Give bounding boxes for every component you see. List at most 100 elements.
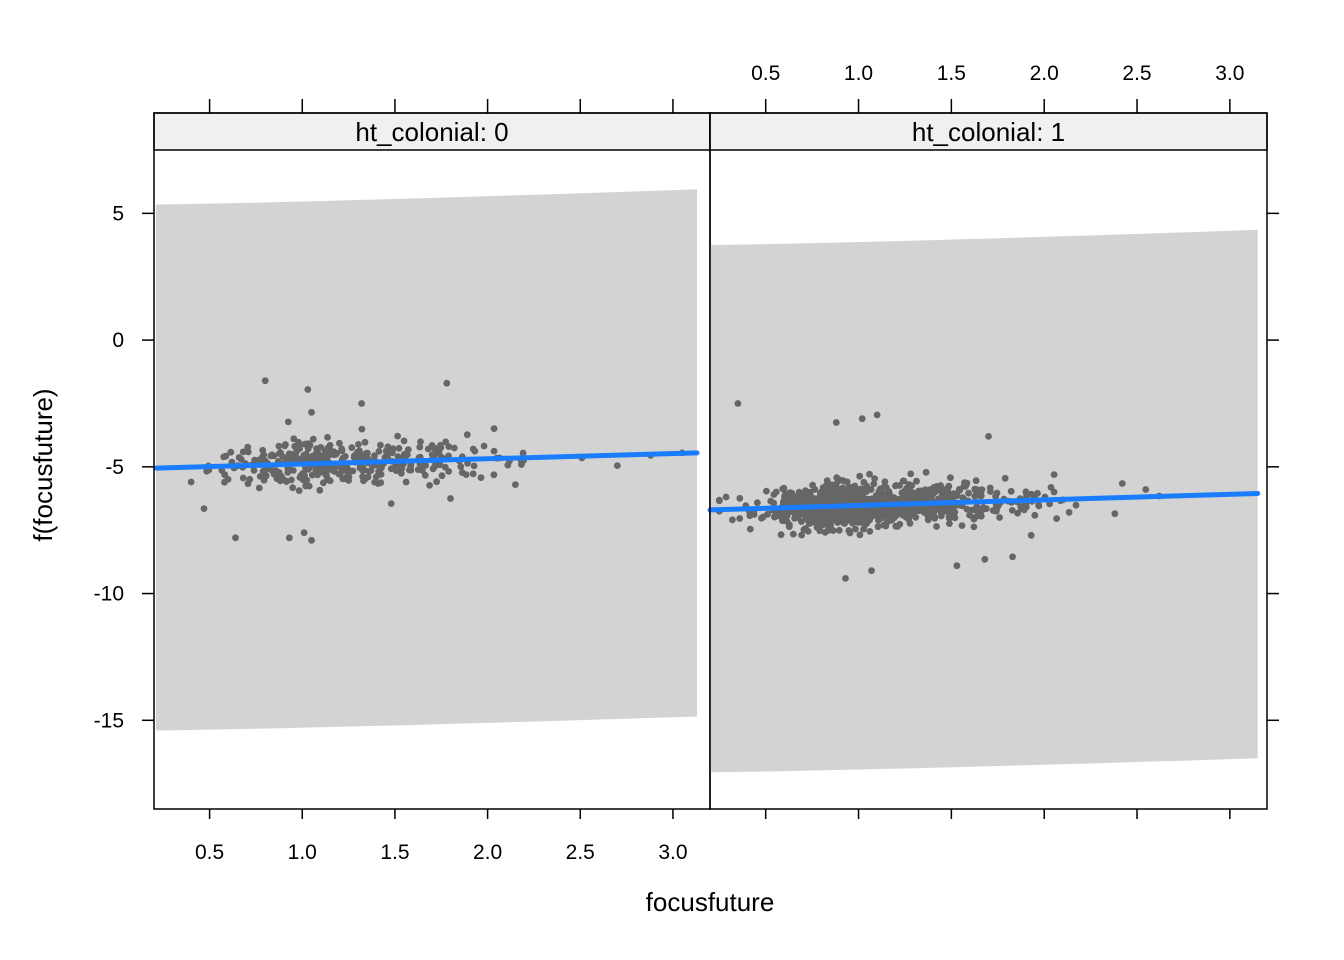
data-point xyxy=(931,488,939,496)
panel-1: ht_colonial: 1 0.5 1.0 1.5 2.0 2.5 3.0 xyxy=(707,62,1268,819)
data-point xyxy=(833,513,840,521)
data-point xyxy=(279,475,287,483)
data-point xyxy=(856,531,864,539)
data-point xyxy=(856,516,864,523)
data-point xyxy=(798,518,805,525)
data-point xyxy=(235,454,243,461)
data-point xyxy=(1050,471,1058,478)
data-point xyxy=(395,444,403,452)
strip-label: ht_colonial: 0 xyxy=(355,117,508,147)
data-point xyxy=(375,448,383,455)
data-point xyxy=(973,503,981,511)
data-point xyxy=(387,500,395,507)
data-point xyxy=(338,445,346,453)
data-point xyxy=(221,478,228,486)
data-point xyxy=(963,505,971,513)
data-point xyxy=(820,520,827,527)
data-point xyxy=(746,525,754,533)
data-point xyxy=(504,461,512,469)
data-point xyxy=(469,470,477,478)
x-tick-label: 2.5 xyxy=(1122,62,1151,85)
data-point xyxy=(881,478,889,486)
data-point xyxy=(447,495,454,502)
data-point xyxy=(779,485,787,493)
data-point xyxy=(974,490,982,498)
data-point xyxy=(292,452,300,460)
data-point xyxy=(785,523,793,531)
data-point xyxy=(1118,480,1126,487)
data-point xyxy=(921,486,929,493)
data-point xyxy=(890,514,898,522)
data-point xyxy=(275,469,283,476)
data-point xyxy=(858,506,866,514)
y-tick-label: 0 xyxy=(112,329,124,352)
data-point xyxy=(463,431,471,439)
data-point xyxy=(868,567,875,575)
y-tick-label: -5 xyxy=(105,456,124,479)
data-point xyxy=(361,438,369,446)
data-point xyxy=(898,489,906,497)
data-point xyxy=(800,496,808,504)
data-point xyxy=(722,493,730,501)
data-point xyxy=(845,527,853,534)
data-point xyxy=(856,472,864,480)
data-point xyxy=(281,442,289,450)
data-point xyxy=(924,516,932,524)
data-point xyxy=(259,446,267,454)
data-point xyxy=(313,445,320,452)
data-point xyxy=(397,469,405,477)
data-point xyxy=(913,477,920,485)
data-point xyxy=(295,487,303,494)
data-point xyxy=(905,514,913,522)
data-point xyxy=(518,461,525,468)
data-point xyxy=(791,496,799,503)
data-point xyxy=(421,471,429,479)
data-point xyxy=(772,488,780,496)
data-point xyxy=(832,419,840,426)
strip-label: ht_colonial: 1 xyxy=(912,117,1065,147)
data-point xyxy=(845,490,852,498)
data-point xyxy=(947,474,954,482)
data-point xyxy=(899,477,907,485)
data-point xyxy=(227,448,235,456)
data-point xyxy=(394,432,401,440)
data-point xyxy=(232,534,239,542)
data-point xyxy=(861,515,869,523)
x-tick-label: 3.0 xyxy=(1215,62,1244,85)
data-point xyxy=(239,474,247,482)
data-point xyxy=(400,437,408,445)
data-point xyxy=(1027,490,1035,498)
data-point xyxy=(931,515,939,522)
data-point xyxy=(857,485,865,493)
data-point xyxy=(297,472,305,480)
data-point xyxy=(826,484,834,492)
y-tick-label: 5 xyxy=(112,202,124,225)
x-tick-label: 0.5 xyxy=(751,62,780,85)
data-point xyxy=(858,415,866,423)
data-point xyxy=(336,439,343,447)
data-point xyxy=(358,425,366,433)
data-point xyxy=(260,476,268,484)
data-point xyxy=(424,445,432,453)
fit-line xyxy=(153,450,700,471)
data-point xyxy=(778,515,786,522)
data-point xyxy=(1035,502,1043,510)
data-point xyxy=(953,562,961,570)
data-point xyxy=(884,513,892,521)
x-tick-label: 2.0 xyxy=(473,841,502,864)
data-point xyxy=(363,449,371,457)
data-point xyxy=(469,445,477,453)
strip xyxy=(709,112,1268,151)
data-point xyxy=(304,440,312,448)
data-point xyxy=(809,481,816,489)
data-point xyxy=(1053,515,1060,522)
data-point xyxy=(277,449,284,456)
data-point xyxy=(923,491,931,499)
data-point xyxy=(438,472,446,480)
data-point xyxy=(981,555,989,563)
data-point xyxy=(1001,474,1009,482)
data-point xyxy=(861,521,869,529)
data-point xyxy=(300,529,308,537)
data-point xyxy=(783,494,791,502)
data-point xyxy=(815,508,822,515)
